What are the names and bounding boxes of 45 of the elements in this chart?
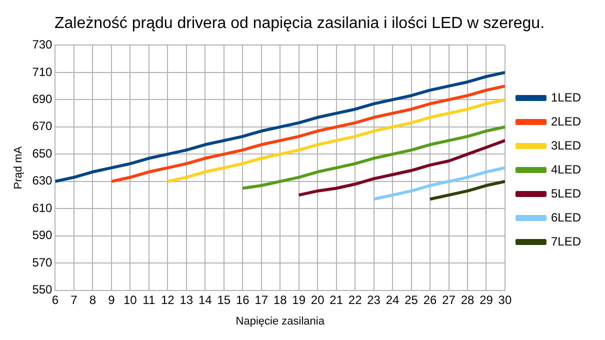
x-tick-label: 8 (89, 292, 96, 307)
x-tick-label: 20 (310, 292, 325, 307)
x-tick-label: 9 (108, 292, 116, 307)
x-tick-label: 13 (180, 292, 194, 307)
y-tick-label: 610 (32, 200, 53, 215)
x-tick-label: 28 (460, 292, 474, 307)
legend-label: 1LED (550, 90, 582, 104)
legend-label: 7LED (550, 234, 582, 248)
x-tick-label: 6 (52, 292, 59, 307)
x-tick-label: 12 (160, 292, 175, 307)
x-tick-label: 25 (404, 292, 418, 307)
legend-label: 3LED (550, 138, 582, 152)
x-tick-label: 22 (348, 292, 362, 307)
x-tick-label: 15 (217, 292, 231, 307)
y-tick-label: 730 (32, 38, 53, 52)
x-tick-label: 24 (386, 292, 400, 307)
y-tick-label: 650 (32, 146, 53, 160)
y-tick-label: 550 (32, 282, 53, 297)
chart-title: Zależność prądu drivera od napięcia zasilania i ilości LED w szeregu. (54, 15, 545, 32)
x-tick-label: 21 (330, 292, 344, 307)
legend-label: 6LED (550, 210, 582, 224)
legend-label: 4LED (550, 162, 582, 176)
x-tick-label: 18 (273, 292, 288, 307)
y-tick-label: 570 (32, 255, 53, 270)
legend-label: 2LED (550, 114, 582, 128)
y-tick-label: 670 (32, 119, 53, 134)
x-tick-label: 16 (236, 292, 250, 307)
x-tick-label: 17 (254, 292, 268, 307)
x-tick-label: 7 (70, 292, 78, 307)
y-tick-label: 630 (32, 174, 53, 188)
y-tick-label: 690 (32, 92, 53, 106)
x-tick-label: 26 (423, 292, 438, 307)
x-tick-label: 14 (198, 292, 212, 307)
x-tick-label: 23 (367, 292, 381, 307)
x-tick-label: 29 (480, 292, 494, 307)
legend-label: 5LED (550, 186, 582, 200)
y-axis-title: Prąd mA (12, 146, 25, 190)
y-tick-label: 590 (32, 228, 53, 242)
x-tick-label: 30 (498, 292, 512, 307)
x-tick-label: 19 (292, 292, 306, 307)
x-tick-label: 11 (142, 292, 156, 307)
x-tick-label: 10 (124, 292, 138, 307)
x-axis-title: Napięcie zasilania (236, 315, 326, 328)
y-tick-label: 710 (32, 64, 53, 79)
x-tick-label: 27 (442, 292, 456, 307)
